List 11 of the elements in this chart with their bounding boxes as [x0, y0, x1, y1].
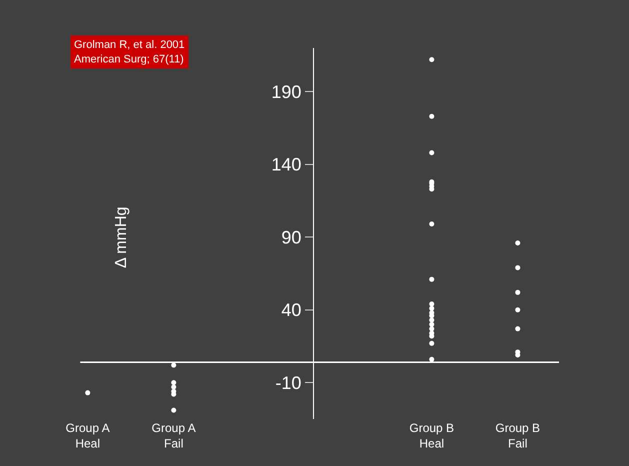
- y-tick-label: -10: [275, 372, 302, 393]
- x-tick-label: Group A Fail: [152, 421, 196, 451]
- annotation: Grolman R, et al. 2001 American Surg; 67(11): [74, 39, 185, 66]
- y-tick-label: 140: [271, 154, 302, 175]
- x-tick-label: Group B Heal: [409, 421, 454, 451]
- y-tick-label: 190: [271, 82, 302, 102]
- y-tick-label: 40: [281, 300, 302, 320]
- y-tick-label: 90: [281, 227, 302, 248]
- x-tick-label: Group B Fail: [495, 421, 540, 451]
- x-tick-label: Group A Heal: [66, 421, 110, 451]
- y-axis-title: Δ mmHg: [112, 206, 130, 268]
